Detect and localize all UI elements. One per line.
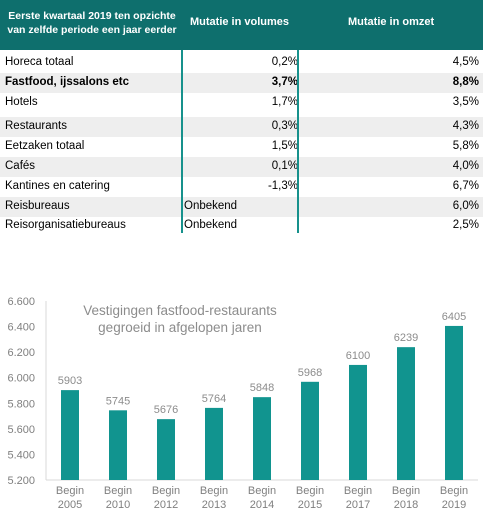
bar-value-label: 6239: [394, 332, 418, 344]
fastfood-chart: 5.200 5.400 5.600 5.800 6.000 6.200 6.400 6.600…: [0, 290, 483, 522]
row-volume: 0,1%: [271, 160, 298, 172]
row-name: Kantines en catering: [5, 180, 110, 192]
y-tick-label: 6.000: [7, 373, 35, 385]
row-omzet: 5,8%: [452, 140, 479, 152]
row-omzet: 6,7%: [452, 180, 479, 192]
row-name: Reisorganisatiebureaus: [5, 219, 126, 231]
table-row: Hotels 1,7% 3,5%: [0, 93, 483, 113]
x-tick-label: 2012: [154, 499, 178, 511]
x-tick-label: 2018: [394, 499, 418, 511]
row-volume: 1,7%: [271, 96, 298, 108]
bar-value-label: 6100: [346, 350, 370, 362]
y-tick-label: 5.600: [7, 424, 35, 436]
x-tick-label: Begin: [248, 485, 276, 497]
table-row: Kantines en catering -1,3% 6,7%: [0, 177, 483, 197]
x-tick-label: Begin: [296, 485, 324, 497]
bar-value-label: 5903: [58, 375, 82, 387]
row-omzet: 6,0%: [452, 200, 479, 212]
y-tick-label: 6.200: [7, 347, 35, 359]
header-period: Eerste kwartaal 2019 ten opzichte van ze…: [7, 10, 177, 36]
bar: [301, 381, 319, 480]
chart-title-line1: Vestigingen fastfood-restaurants: [83, 303, 277, 318]
x-tick-label: Begin: [104, 485, 132, 497]
mutation-table: Eerste kwartaal 2019 ten opzichte van ze…: [0, 0, 483, 238]
x-tick-label: 2019: [442, 499, 466, 511]
x-tick-label: 2005: [58, 499, 82, 511]
y-tick-label: 6.400: [7, 322, 35, 334]
bar-value-label: 5968: [298, 367, 322, 379]
chart-title: Vestigingen fastfood-restaurants gegroei…: [60, 302, 300, 336]
x-tick-label: 2013: [202, 499, 226, 511]
bar: [109, 410, 127, 480]
row-omzet: 2,5%: [452, 219, 479, 231]
x-tick-label: Begin: [200, 485, 228, 497]
bar-value-label: 5764: [202, 393, 226, 405]
y-tick-label: 5.400: [7, 449, 35, 461]
row-volume: 1,5%: [271, 140, 298, 152]
y-tick-label: 5.800: [7, 398, 35, 410]
column-divider-left: [181, 50, 183, 233]
table-row: Reisbureaus Onbekend 6,0%: [0, 197, 483, 217]
chart-title-line2: gegroeid in afgelopen jaren: [98, 320, 262, 335]
row-name: Horeca totaal: [5, 56, 74, 68]
bar: [157, 419, 175, 480]
row-omzet: 8,8%: [452, 76, 479, 88]
x-tick-label: Begin: [344, 485, 372, 497]
row-volume: Onbekend: [184, 219, 238, 231]
bar: [397, 347, 415, 480]
x-tick-label: 2010: [106, 499, 130, 511]
row-omzet: 4,5%: [452, 56, 479, 68]
bar: [205, 407, 223, 480]
x-tick-label: Begin: [56, 485, 84, 497]
bar-value-label: 5745: [106, 395, 130, 407]
row-name: Hotels: [5, 96, 38, 108]
column-divider-right: [297, 50, 299, 233]
bar: [349, 364, 367, 480]
row-omzet: 3,5%: [452, 96, 479, 108]
x-tick-label: Begin: [392, 485, 420, 497]
table-row: Reisorganisatiebureaus Onbekend 2,5%: [0, 216, 483, 236]
row-name: Restaurants: [5, 120, 68, 132]
row-omzet: 4,3%: [452, 120, 479, 132]
bar: [253, 397, 271, 480]
header-omzet: Mutatie in omzet: [348, 16, 435, 28]
table-row: Horeca totaal 0,2% 4,5%: [0, 53, 483, 73]
x-tick-label: Begin: [152, 485, 180, 497]
x-tick-label: 2014: [250, 499, 274, 511]
chart-canvas: 5.200 5.400 5.600 5.800 6.000 6.200 6.400 6.600…: [7, 296, 478, 511]
table-row: Restaurants 0,3% 4,3%: [0, 117, 483, 137]
x-tick-label: 2015: [298, 499, 322, 511]
x-tick-label: Begin: [440, 485, 468, 497]
table-row: Eetzaken totaal 1,5% 5,8%: [0, 137, 483, 157]
table-row: Cafés 0,1% 4,0%: [0, 157, 483, 177]
row-name: Reisbureaus: [5, 200, 70, 212]
row-volume: 0,3%: [271, 120, 298, 132]
table-header: Eerste kwartaal 2019 ten opzichte van ze…: [0, 0, 483, 50]
bar: [445, 325, 463, 480]
y-tick-label: 6.600: [7, 296, 35, 308]
row-volume: 0,2%: [271, 56, 298, 68]
row-volume: 3,7%: [271, 76, 298, 88]
header-volumes: Mutatie in volumes: [190, 16, 290, 28]
row-omzet: 4,0%: [452, 160, 479, 172]
row-volume: Onbekend: [184, 200, 238, 212]
bar-value-label: 5848: [250, 382, 274, 394]
x-tick-label: 2017: [346, 499, 370, 511]
row-name: Fastfood, ijssalons etc: [5, 76, 129, 88]
row-name: Eetzaken totaal: [5, 140, 85, 152]
bar-value-label: 6405: [442, 311, 466, 323]
bar: [61, 390, 79, 480]
row-volume: -1,3%: [267, 180, 298, 192]
y-tick-label: 5.200: [7, 475, 35, 487]
table-row: Fastfood, ijssalons etc 3,7% 8,8%: [0, 73, 483, 93]
row-name: Cafés: [5, 160, 36, 172]
bar-value-label: 5676: [154, 404, 178, 416]
